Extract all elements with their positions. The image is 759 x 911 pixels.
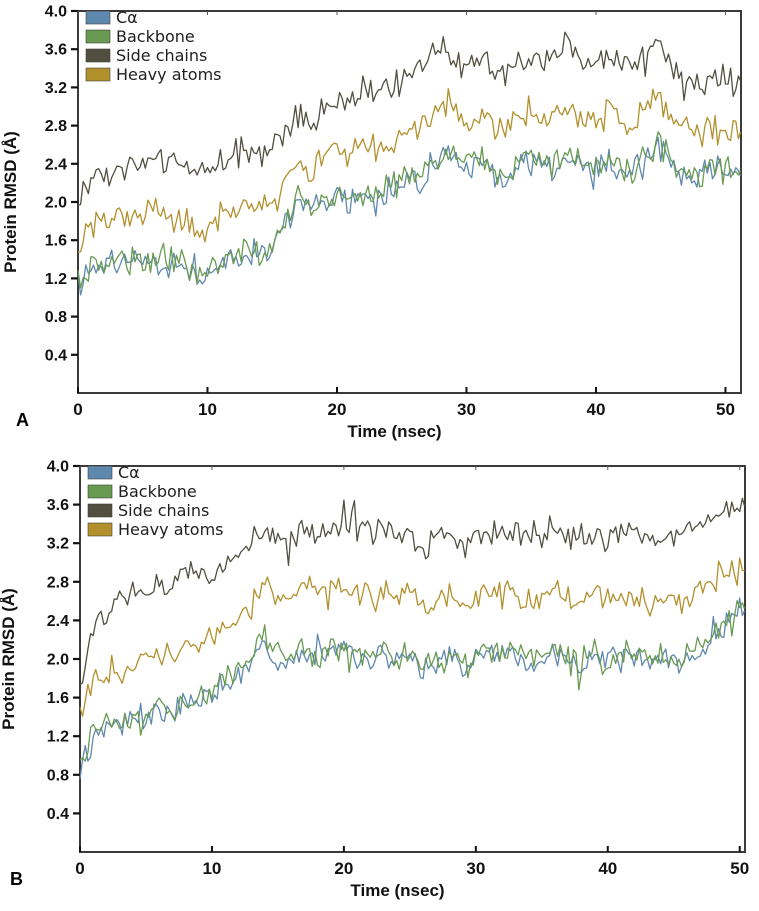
y-tick-label: 1.6 (47, 690, 69, 707)
trace-side_chains (77, 31, 742, 206)
y-axis-label: Protein RMSD (Å) (0, 588, 18, 730)
x-tick-label: 30 (457, 400, 476, 419)
y-tick-label: 2.8 (47, 574, 69, 591)
panel-b: 0.4 0.8 1.2 1.6 2.0 2.4 2.8 3.2 3.6 4.0 0 10 20 30 40 5… (0, 455, 759, 911)
trace-backbone (77, 131, 742, 289)
y-tick-label: 2.8 (45, 118, 67, 135)
legend-swatch-side_chains (87, 503, 113, 518)
legend-swatch-backbone (87, 484, 113, 499)
y-tick-label: 0.4 (45, 347, 67, 364)
y-tick-label: 0.8 (45, 309, 67, 326)
legend-swatch-heavy_atoms (85, 67, 111, 82)
y-tick-label: 4.0 (45, 4, 67, 21)
x-axis-label: Time (nsec) (350, 881, 444, 900)
x-tick-label: 40 (598, 859, 617, 878)
panel-letter: B (10, 869, 23, 889)
x-tick-label: 30 (466, 859, 485, 878)
legend-swatch-heavy_atoms (87, 522, 113, 537)
trace-heavy_atoms (79, 557, 745, 717)
x-tick-label: 20 (328, 400, 347, 419)
panel-letter: A (16, 410, 29, 430)
y-tick-label: 0.8 (47, 767, 69, 784)
trace-heavy_atoms (77, 88, 742, 254)
legend-swatch-ca (85, 10, 111, 25)
legend-swatch-side_chains (85, 48, 111, 63)
legend-label-ca: Cα (118, 463, 140, 482)
x-axis-label: Time (nsec) (347, 422, 441, 441)
legend-swatch-ca (87, 465, 113, 480)
legend-swatch-backbone (85, 29, 111, 44)
legend-label-heavy_atoms: Heavy atoms (118, 520, 224, 539)
rmsd-chart-b: 0.4 0.8 1.2 1.6 2.0 2.4 2.8 3.2 3.6 4.0 0 10 20 30 40 5… (0, 459, 749, 901)
legend-label-backbone: Backbone (118, 482, 197, 501)
y-tick-label: 2.0 (45, 195, 67, 212)
y-axis-label: Protein RMSD (Å) (1, 131, 20, 273)
trace-backbone (79, 599, 746, 762)
y-tick-label: 3.2 (47, 536, 69, 553)
x-tick-label: 20 (334, 859, 353, 878)
x-tick-label: 40 (587, 400, 606, 419)
y-tick-label: 3.6 (47, 497, 69, 514)
panel-a: 0.4 0.8 1.2 1.6 2.0 2.4 2.8 3.2 3.6 4.0 0 10 20 30 40 5… (0, 0, 759, 455)
legend-label-heavy_atoms: Heavy atoms (116, 65, 222, 84)
x-tick-label: 0 (73, 400, 82, 419)
trace-side_chains (79, 497, 746, 686)
trace-ca (79, 597, 746, 780)
y-tick-label: 1.6 (45, 233, 67, 250)
legend-label-side_chains: Side chains (118, 501, 209, 520)
y-tick-label: 2.0 (47, 652, 69, 669)
y-tick-label: 1.2 (45, 271, 67, 288)
y-tick-label: 0.4 (47, 806, 69, 823)
y-tick-label: 2.4 (45, 156, 67, 173)
x-tick-label: 10 (202, 859, 221, 878)
x-tick-label: 50 (730, 859, 749, 878)
legend-label-ca: Cα (116, 8, 138, 27)
rmsd-chart-a: 0.4 0.8 1.2 1.6 2.0 2.4 2.8 3.2 3.6 4.0 0 10 20 30 40 5… (1, 4, 742, 441)
y-tick-label: 3.6 (45, 42, 67, 59)
y-tick-label: 2.4 (47, 613, 69, 630)
y-tick-label: 4.0 (47, 459, 69, 476)
y-tick-label: 3.2 (45, 80, 67, 97)
legend-label-side_chains: Side chains (116, 46, 207, 65)
legend-label-backbone: Backbone (116, 27, 195, 46)
x-tick-label: 0 (75, 859, 84, 878)
x-tick-label: 10 (198, 400, 217, 419)
y-tick-label: 1.2 (47, 729, 69, 746)
x-tick-label: 50 (716, 400, 735, 419)
